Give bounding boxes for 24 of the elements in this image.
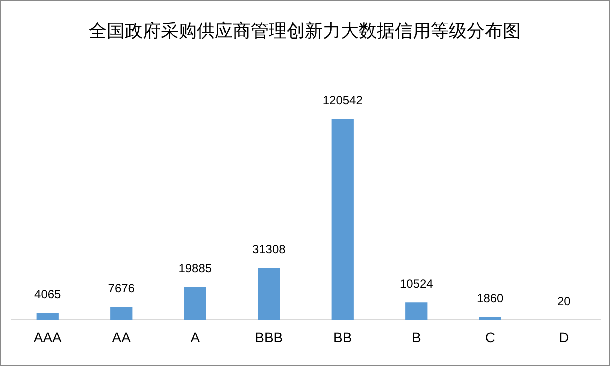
data-label: 120542 — [322, 94, 364, 108]
x-tick-label: A — [190, 329, 201, 346]
data-label: 7676 — [108, 282, 136, 296]
data-label: 20 — [557, 294, 572, 308]
data-label: 4065 — [34, 288, 62, 302]
data-label: 10524 — [400, 276, 434, 291]
x-tick-label: C — [485, 329, 496, 346]
x-tick-label: B — [412, 329, 422, 346]
bar — [184, 287, 206, 320]
bar — [36, 313, 59, 320]
bar — [258, 268, 280, 320]
bar — [406, 302, 428, 320]
bar — [479, 317, 502, 320]
x-tick-label: BBB — [255, 329, 284, 346]
x-tick-label: BB — [334, 329, 352, 346]
bar — [332, 119, 354, 320]
x-tick-label: D — [559, 329, 570, 346]
x-tick-label: AA — [112, 329, 132, 346]
bar — [110, 307, 133, 320]
data-label: 31308 — [252, 242, 286, 256]
data-label: 19885 — [178, 261, 212, 276]
chart-title: 全国政府采购供应商管理创新力大数据信用等级分布图 — [88, 20, 522, 43]
data-label: 1860 — [477, 291, 504, 306]
x-tick-label: AAA — [34, 329, 63, 346]
